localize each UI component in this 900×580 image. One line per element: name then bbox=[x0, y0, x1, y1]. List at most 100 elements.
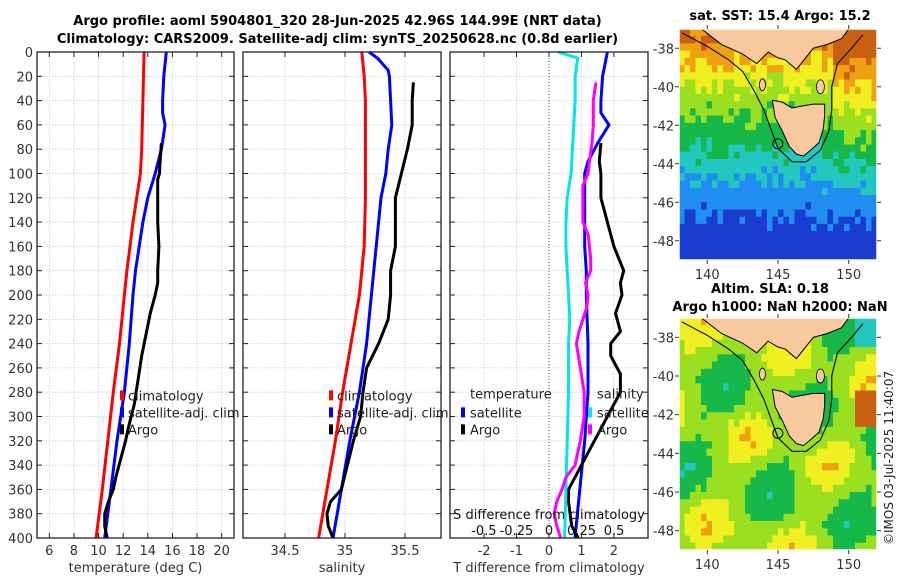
legend-swatch bbox=[120, 424, 124, 435]
legend-label: climatology bbox=[337, 389, 413, 404]
map-y-tick-label: -46 bbox=[653, 486, 674, 501]
map-y-tick-label: -48 bbox=[653, 525, 674, 540]
y-tick-label: 300 bbox=[8, 411, 33, 426]
landmass-mainland bbox=[701, 318, 850, 360]
y-tick-label: 400 bbox=[8, 532, 33, 547]
series-line-satellite-adj-clim bbox=[331, 50, 394, 539]
x-axis-label: salinity bbox=[319, 561, 366, 576]
map-field bbox=[679, 29, 877, 260]
y-tick-label: 160 bbox=[8, 240, 33, 255]
x-tick-label: 1 bbox=[577, 544, 585, 559]
map-y-tick-label: -42 bbox=[653, 119, 674, 134]
y-tick-label: 240 bbox=[8, 338, 33, 353]
map-y-tick-label: -46 bbox=[653, 196, 674, 211]
plot-area bbox=[37, 52, 234, 538]
series-line-salinity-satellite bbox=[557, 50, 580, 539]
series-line-argo bbox=[103, 142, 163, 539]
map-x-tick-label: 145 bbox=[766, 268, 791, 283]
x-tick-label: 14 bbox=[140, 544, 157, 559]
y-tick-label: 20 bbox=[16, 70, 33, 85]
y-tick-label: 280 bbox=[8, 386, 33, 401]
x-tick-label: 12 bbox=[115, 544, 132, 559]
sst-map-title: sat. SST: 15.4 Argo: 15.2 bbox=[689, 9, 871, 24]
map-y-tick-label: -38 bbox=[653, 331, 674, 346]
map-y-tick-label: -40 bbox=[653, 370, 674, 385]
legend-swatch bbox=[329, 390, 333, 401]
legend-label: climatology bbox=[128, 389, 204, 404]
secondary-x-tick-label: 0.25 bbox=[567, 524, 596, 539]
secondary-x-tick-label: 0 bbox=[545, 524, 553, 539]
y-tick-label: 200 bbox=[8, 289, 33, 304]
map-x-tick-label: 150 bbox=[836, 268, 861, 283]
sla-map-title-line2: Argo h1000: NaN h2000: NaN bbox=[672, 300, 888, 315]
shelf-contour bbox=[681, 321, 864, 452]
legend-heading-temperature: temperature bbox=[470, 387, 552, 402]
x-tick-label: 16 bbox=[164, 544, 181, 559]
x-tick-label: 6 bbox=[45, 544, 53, 559]
y-tick-label: 40 bbox=[16, 95, 33, 110]
legend-swatch bbox=[461, 424, 465, 435]
map-field bbox=[679, 318, 877, 550]
y-tick-label: 380 bbox=[8, 508, 33, 523]
figure-title-line2: Climatology: CARS2009. Satellite-adj cli… bbox=[56, 32, 619, 47]
series-line-climatology bbox=[94, 51, 146, 539]
y-tick-label: 320 bbox=[8, 435, 33, 450]
landmass-tasmania bbox=[771, 99, 826, 157]
landmass-flinders-island bbox=[816, 368, 825, 384]
x-tick-label: -1 bbox=[510, 544, 523, 559]
landmass-king-island bbox=[759, 367, 766, 381]
secondary-x-tick-label: -0.25 bbox=[500, 524, 534, 539]
y-tick-label: 60 bbox=[16, 119, 33, 134]
x-tick-label: 20 bbox=[213, 544, 230, 559]
panel-difference: -2 -1 0 1 2 T difference from climatology temp… bbox=[449, 50, 649, 576]
map-x-tick-label: 150 bbox=[836, 558, 861, 573]
series-line-argo bbox=[325, 82, 415, 539]
series-line-temperature-argo bbox=[567, 142, 626, 539]
argo-profile-marker bbox=[772, 138, 784, 150]
map-x-tick-label: 140 bbox=[695, 268, 720, 283]
map-y-tick-label: -40 bbox=[653, 81, 674, 96]
x-tick-label: 2 bbox=[610, 544, 618, 559]
secondary-x-tick-label: -0.5 bbox=[471, 524, 496, 539]
x-tick-label: 35 bbox=[337, 544, 354, 559]
legend-label: Argo bbox=[128, 423, 158, 438]
map-x-tick-label: 145 bbox=[766, 558, 791, 573]
legend-swatch bbox=[120, 390, 124, 401]
x-tick-label: 35.5 bbox=[391, 544, 420, 559]
argo-profile-marker bbox=[772, 427, 784, 439]
x-tick-label: 10 bbox=[90, 544, 107, 559]
map-y-tick-label: -44 bbox=[653, 158, 674, 173]
series-line-salinity-argo bbox=[552, 82, 598, 539]
legend-label: Argo bbox=[337, 423, 367, 438]
x-tick-label: 18 bbox=[189, 544, 206, 559]
shelf-contour bbox=[681, 32, 864, 163]
y-tick-label: 340 bbox=[8, 459, 33, 474]
map-sst_map: 140 145 150 -38 -40 -42 -44 -46 -48 bbox=[653, 25, 881, 283]
landmass-tasmania bbox=[771, 388, 826, 447]
y-tick-label: 120 bbox=[8, 192, 33, 207]
y-tick-label: 80 bbox=[16, 143, 33, 158]
legend-label: satellite bbox=[470, 406, 522, 421]
y-tick-label: 0 bbox=[25, 46, 33, 61]
map-y-tick-label: -48 bbox=[653, 235, 674, 250]
series-line-climatology bbox=[317, 51, 367, 539]
map-y-tick-label: -44 bbox=[653, 447, 674, 462]
sla-map-title-line1: Altim. SLA: 0.18 bbox=[711, 282, 829, 297]
y-tick-label: 260 bbox=[8, 362, 33, 377]
legend-label: Argo bbox=[597, 423, 627, 438]
legend-swatch bbox=[588, 424, 592, 435]
landmass-flinders-island bbox=[816, 79, 825, 95]
figure-title-line1: Argo profile: aoml 5904801_320 28-Jun-20… bbox=[73, 14, 602, 29]
map-sla_map: 140 145 150 -38 -40 -42 -44 -46 -48 bbox=[653, 314, 881, 573]
x-tick-label: -2 bbox=[478, 544, 491, 559]
legend-swatch bbox=[329, 407, 333, 418]
legend-swatch bbox=[329, 424, 333, 435]
legend-swatch bbox=[588, 407, 592, 418]
legend-label: satellite bbox=[597, 406, 649, 421]
y-tick-label: 220 bbox=[8, 313, 33, 328]
map-y-tick-label: -42 bbox=[653, 409, 674, 424]
x-tick-label: 0 bbox=[545, 544, 553, 559]
legend-label: satellite-adj. clim bbox=[337, 406, 449, 421]
y-tick-label: 100 bbox=[8, 168, 33, 183]
secondary-x-axis-label: S difference from climatology bbox=[453, 508, 645, 523]
